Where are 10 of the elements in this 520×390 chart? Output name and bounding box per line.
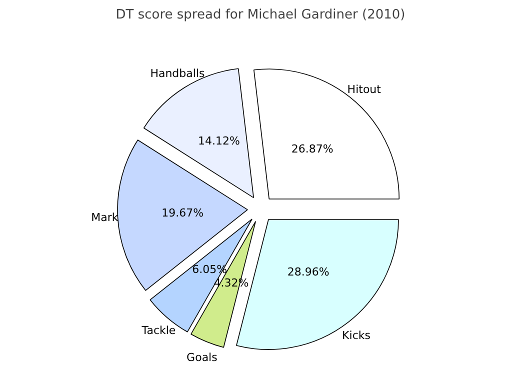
chart-title: DT score spread for Michael Gardiner (2010) bbox=[116, 8, 406, 22]
slice-label: Kicks bbox=[342, 328, 371, 342]
slice-label: Goals bbox=[186, 350, 218, 364]
data-label: 28.96% bbox=[287, 266, 330, 279]
slice-label: Handballs bbox=[150, 66, 205, 80]
data-label: 19.67% bbox=[162, 206, 204, 220]
data-label: 14.12% bbox=[198, 134, 240, 148]
slice-label: Hitout bbox=[347, 82, 382, 96]
data-label: 26.87% bbox=[291, 142, 334, 156]
slice-label: Tackle bbox=[140, 324, 176, 337]
